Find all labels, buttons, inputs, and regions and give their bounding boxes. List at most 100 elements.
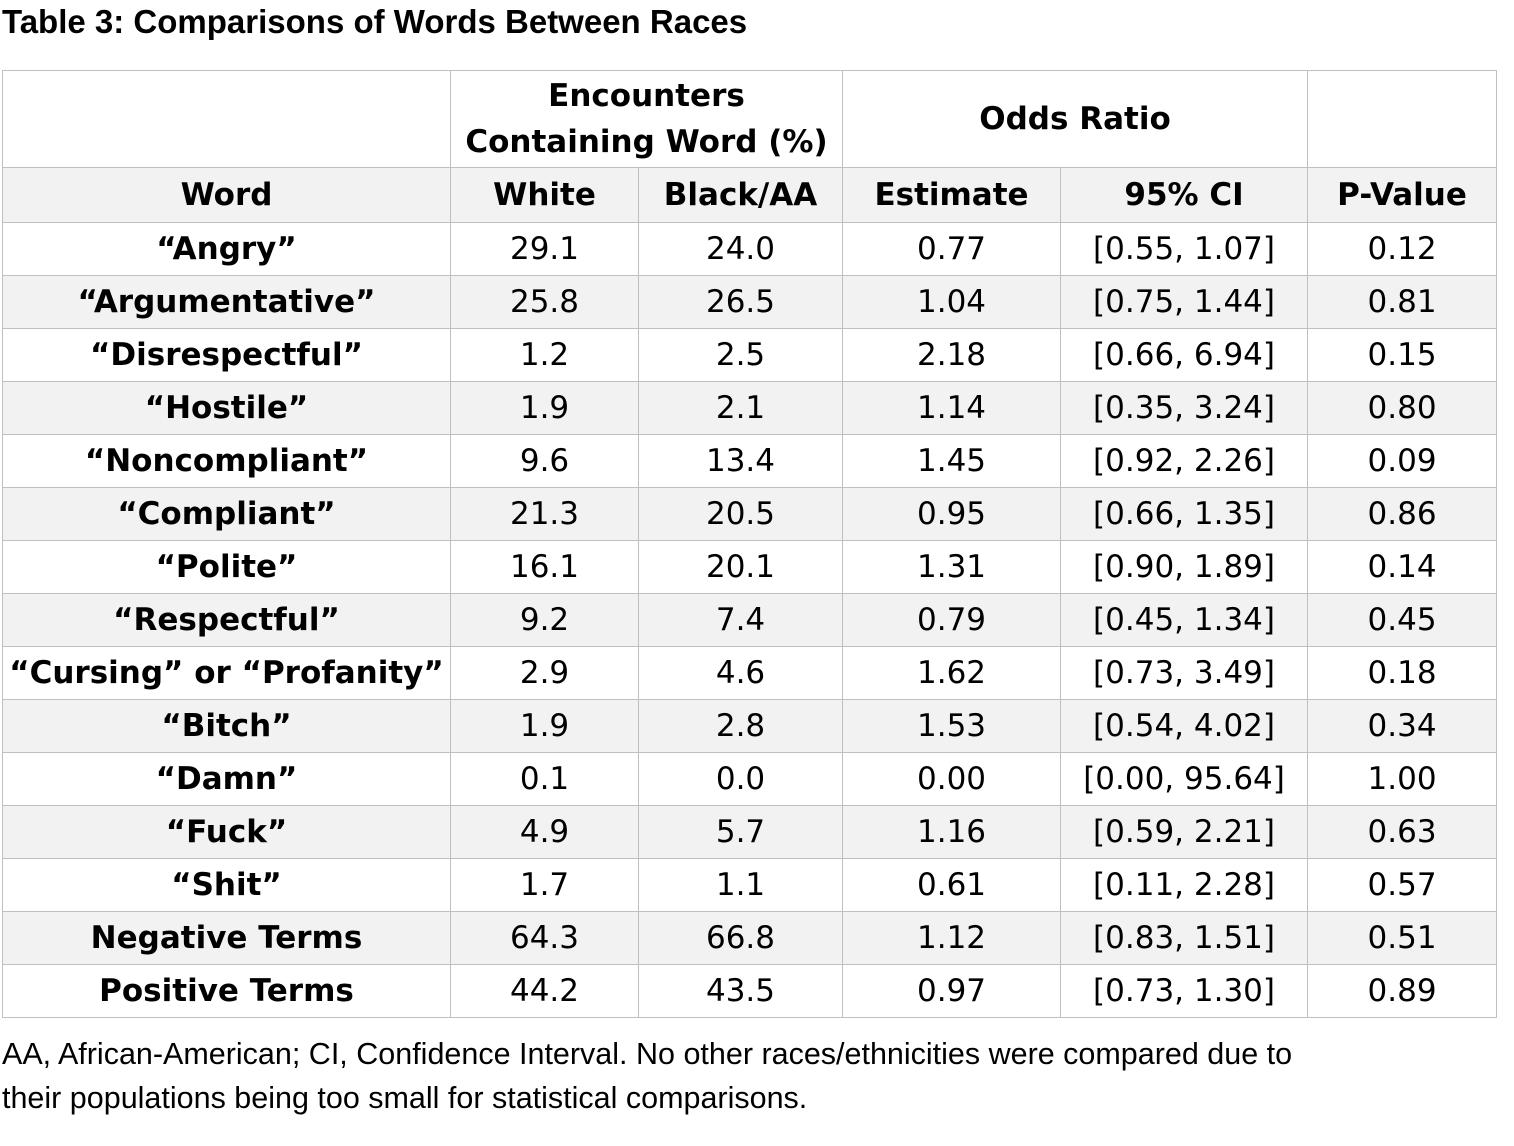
cell-p-value: 0.80 (1307, 381, 1498, 435)
cell-ci: [0.54, 4.02] (1060, 699, 1309, 753)
cell-estimate: 1.62 (842, 646, 1062, 700)
cell-white: 29.1 (450, 222, 639, 276)
column-header-black: Black/AA (637, 167, 844, 223)
cell-black: 20.1 (637, 540, 844, 594)
column-header-word: Word (2, 167, 451, 223)
cell-p-value: 1.00 (1307, 752, 1498, 806)
table-row: “Respectful” 9.2 7.4 0.79 [0.45, 1.34] 0.45 (2, 593, 1498, 647)
cell-p-value: 0.18 (1307, 646, 1498, 700)
cell-estimate: 0.61 (842, 858, 1062, 912)
table-row: “Noncompliant” 9.6 13.4 1.45 [0.92, 2.26] 0.0… (2, 434, 1498, 488)
cell-white: 16.1 (450, 540, 639, 594)
cell-white: 1.2 (450, 328, 639, 382)
cell-p-value: 0.63 (1307, 805, 1498, 859)
cell-black: 66.8 (637, 911, 844, 965)
cell-p-value: 0.14 (1307, 540, 1498, 594)
cell-estimate: 1.16 (842, 805, 1062, 859)
group-header-odds-ratio: Odds Ratio (842, 70, 1309, 168)
cell-word: “Respectful” (2, 593, 451, 647)
group-header-encounters: Encounters Containing Word (%) (449, 70, 844, 168)
cell-word: “Disrespectful” (2, 328, 451, 382)
cell-word: Negative Terms (2, 911, 451, 965)
cell-black: 2.5 (637, 328, 844, 382)
cell-ci: [0.75, 1.44] (1060, 275, 1309, 329)
cell-word: “Noncompliant” (2, 434, 451, 488)
cell-black: 5.7 (637, 805, 844, 859)
cell-word: “Compliant” (2, 487, 451, 541)
table-row: “Argumentative” 25.8 26.5 1.04 [0.75, 1.44] 0… (2, 275, 1498, 329)
cell-estimate: 1.12 (842, 911, 1062, 965)
cell-p-value: 0.15 (1307, 328, 1498, 382)
table-footnote: AA, African-American; CI, Confidence Int… (2, 1032, 1514, 1120)
cell-estimate: 1.14 (842, 381, 1062, 435)
cell-estimate: 0.00 (842, 752, 1062, 806)
cell-estimate: 0.97 (842, 964, 1062, 1018)
cell-black: 43.5 (637, 964, 844, 1018)
cell-p-value: 0.45 (1307, 593, 1498, 647)
cell-white: 44.2 (450, 964, 639, 1018)
cell-ci: [0.55, 1.07] (1060, 222, 1309, 276)
cell-black: 0.0 (637, 752, 844, 806)
cell-black: 2.1 (637, 381, 844, 435)
table-row: Positive Terms 44.2 43.5 0.97 [0.73, 1.30] 0.… (2, 964, 1498, 1018)
cell-black: 13.4 (637, 434, 844, 488)
table-title: Table 3: Comparisons of Words Between Ra… (2, 3, 748, 40)
cell-word: “Bitch” (2, 699, 451, 753)
cell-estimate: 0.79 (842, 593, 1062, 647)
table-row: Negative Terms 64.3 66.8 1.12 [0.83, 1.51] 0.… (2, 911, 1498, 965)
cell-p-value: 0.89 (1307, 964, 1498, 1018)
table-row: “Damn” 0.1 0.0 0.00 [0.00, 95.64] 1.00 (2, 752, 1498, 806)
cell-p-value: 0.57 (1307, 858, 1498, 912)
cell-black: 2.8 (637, 699, 844, 753)
cell-black: 26.5 (637, 275, 844, 329)
cell-ci: [0.66, 6.94] (1060, 328, 1309, 382)
cell-estimate: 2.18 (842, 328, 1062, 382)
table-row: “Angry” 29.1 24.0 0.77 [0.55, 1.07] 0.12 (2, 222, 1498, 276)
column-header-ci: 95% CI (1060, 167, 1309, 223)
cell-ci: [0.59, 2.21] (1060, 805, 1309, 859)
cell-white: 9.6 (450, 434, 639, 488)
cell-white: 2.9 (450, 646, 639, 700)
column-header-estimate: Estimate (842, 167, 1062, 223)
table-row: “Cursing” or “Profanity” 2.9 4.6 1.62 [0.73,… (2, 646, 1498, 700)
group-header-encounters-line2: Containing Word (%) (465, 124, 828, 160)
cell-p-value: 0.81 (1307, 275, 1498, 329)
cell-ci: [0.90, 1.89] (1060, 540, 1309, 594)
cell-white: 1.7 (450, 858, 639, 912)
table-row: “Bitch” 1.9 2.8 1.53 [0.54, 4.02] 0.34 (2, 699, 1498, 753)
group-header-word (2, 70, 451, 168)
cell-estimate: 0.95 (842, 487, 1062, 541)
cell-word: “Argumentative” (2, 275, 451, 329)
cell-word: “Polite” (2, 540, 451, 594)
cell-white: 9.2 (450, 593, 639, 647)
cell-ci: [0.66, 1.35] (1060, 487, 1309, 541)
table-body: “Angry” 29.1 24.0 0.77 [0.55, 1.07] 0.12 “Argu… (2, 222, 1498, 1018)
comparison-table: Encounters Containing Word (%) Odds Rati… (2, 70, 1498, 1018)
cell-ci: [0.45, 1.34] (1060, 593, 1309, 647)
column-header-row: Word White Black/AA Estimate 95% CI P-Va… (2, 167, 1498, 223)
table-row: “Disrespectful” 1.2 2.5 2.18 [0.66, 6.94] 0.1… (2, 328, 1498, 382)
table-row: “Polite” 16.1 20.1 1.31 [0.90, 1.89] 0.14 (2, 540, 1498, 594)
cell-ci: [0.73, 3.49] (1060, 646, 1309, 700)
group-header-p (1307, 70, 1498, 168)
cell-p-value: 0.51 (1307, 911, 1498, 965)
cell-ci: [0.11, 2.28] (1060, 858, 1309, 912)
cell-black: 20.5 (637, 487, 844, 541)
group-header-encounters-line1: Encounters (548, 78, 745, 114)
cell-estimate: 1.04 (842, 275, 1062, 329)
cell-estimate: 1.53 (842, 699, 1062, 753)
cell-p-value: 0.12 (1307, 222, 1498, 276)
group-header-row: Encounters Containing Word (%) Odds Rati… (2, 70, 1498, 168)
cell-black: 4.6 (637, 646, 844, 700)
column-header-p-value: P-Value (1307, 167, 1498, 223)
cell-ci: [0.00, 95.64] (1060, 752, 1309, 806)
cell-p-value: 0.09 (1307, 434, 1498, 488)
cell-ci: [0.92, 2.26] (1060, 434, 1309, 488)
cell-white: 64.3 (450, 911, 639, 965)
cell-estimate: 0.77 (842, 222, 1062, 276)
table-row: “Hostile” 1.9 2.1 1.14 [0.35, 3.24] 0.80 (2, 381, 1498, 435)
cell-word: “Angry” (2, 222, 451, 276)
cell-estimate: 1.31 (842, 540, 1062, 594)
cell-black: 24.0 (637, 222, 844, 276)
cell-white: 1.9 (450, 699, 639, 753)
